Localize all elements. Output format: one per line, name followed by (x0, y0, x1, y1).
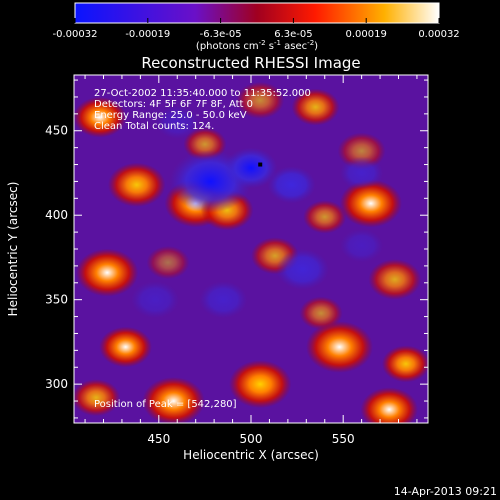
y-tick-label: 400 (45, 208, 68, 222)
heatmap-blob (142, 377, 205, 423)
heatmap-blob (291, 88, 340, 126)
annotation-line: Detectors: 4F 5F 6F 7F 8F, Att 0 (94, 99, 253, 110)
peak-marker (258, 162, 263, 167)
x-axis-label: Heliocentric X (arcsec) (183, 448, 319, 462)
heatmap-blob (99, 326, 152, 368)
colorbar-tick-label: -0.00032 (53, 29, 98, 40)
observation-annotations: 27-Oct-2002 11:35:40.000 to 11:35:52.000… (94, 88, 311, 132)
heatmap-blob (199, 281, 248, 319)
heatmap-blob (303, 200, 347, 234)
colorbar-tick-label: 0.00019 (346, 29, 387, 40)
heatmap-blob (381, 345, 428, 383)
y-tick-label: 350 (45, 293, 68, 307)
y-tick-label: 450 (45, 124, 68, 138)
colorbar-gradient (74, 2, 440, 24)
heatmap (74, 81, 428, 423)
heatmap-blob (340, 156, 384, 190)
heatmap-blob (305, 321, 374, 373)
x-tick-label: 450 (147, 432, 170, 446)
heatmap-blob (276, 248, 329, 290)
colorbar-tick-label: -6.3e-05 (200, 29, 242, 40)
annotation-line: 27-Oct-2002 11:35:40.000 to 11:35:52.000 (94, 88, 311, 99)
chart-title: Reconstructed RHESSI Image (141, 54, 360, 72)
heatmap-blob (368, 259, 422, 300)
y-axis-label: Heliocentric Y (arcsec) (6, 182, 20, 317)
heatmap-blob (224, 147, 278, 189)
x-tick-label: 500 (240, 432, 263, 446)
annotation-line: Energy Range: 25.0 - 50.0 keV (94, 110, 247, 121)
heatmap-blob (229, 360, 292, 409)
colorbar: -0.00032 -0.00019 -6.3e-05 6.3e-05 0.00019 0.… (53, 2, 460, 52)
plot-area: 450 500 550 300 350 400 450 (45, 74, 429, 446)
peak-marker-dot (258, 162, 263, 167)
colorbar-tick-label: 0.00032 (418, 29, 459, 40)
heatmap-blob (340, 229, 384, 263)
heatmap-blob (267, 166, 316, 204)
heatmap-blob (76, 248, 139, 297)
y-tick-label: 300 (45, 377, 68, 391)
heatmap-blob (155, 105, 199, 139)
peak-position-label: Position of Peak = [542,280] (94, 399, 237, 410)
heatmap-blob (299, 296, 343, 330)
x-tick-label: 550 (332, 432, 355, 446)
heatmap-blob (74, 379, 121, 417)
heatmap-blob (339, 179, 403, 228)
colorbar-ticks: -0.00032 -0.00019 -6.3e-05 6.3e-05 0.00019 0.… (53, 18, 460, 40)
heatmap-blob (74, 96, 127, 138)
colorbar-unit-label: (photons cm-2 s-1 asec-2) (196, 39, 318, 52)
heatmap-blob (107, 162, 166, 207)
heatmap-blob (236, 81, 285, 119)
footer-timestamp: 14-Apr-2013 09:21 (393, 485, 497, 498)
heatmap-blob (360, 387, 419, 423)
heatmap-blob (131, 281, 180, 319)
colorbar-tick-label: 6.3e-05 (274, 29, 312, 40)
annotation-line: Clean Total counts: 124. (94, 121, 214, 132)
heatmap-blob (146, 245, 190, 280)
axis-ticks: 450 500 550 300 350 400 450 (45, 75, 428, 446)
colorbar-tick-label: -0.00019 (125, 29, 170, 40)
